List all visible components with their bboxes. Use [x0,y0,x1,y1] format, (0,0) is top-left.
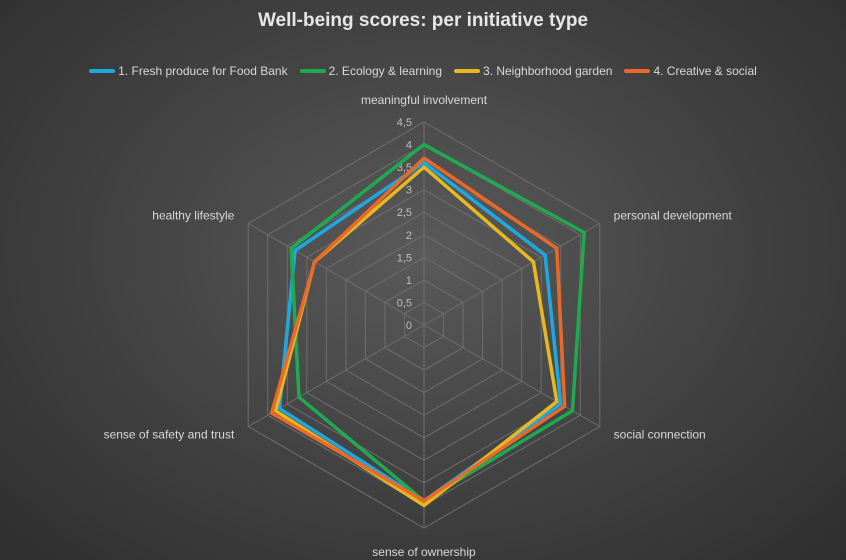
tick-label: 2 [406,230,412,242]
axis-label: sense of safety and trust [104,428,235,442]
legend-swatch [624,69,651,73]
tick-label: 0 [406,320,412,332]
chart-title: Well-being scores: per initiative type [257,10,589,31]
axis-label: meaningful involvement [361,93,488,107]
axis-label: healthy lifestyle [152,209,234,223]
legend-label: 2. Ecology & learning [328,64,442,78]
axis-label: personal development [614,209,733,223]
axis-spoke [247,223,425,326]
tick-label: 1,5 [397,252,412,264]
legend-item: 4. Creative & social [624,64,757,78]
series-line [277,160,563,503]
axis-label: sense of ownership [372,545,476,559]
legend-swatch [299,69,326,73]
legend-item: 3. Neighborhood garden [454,64,612,78]
legend-label: 4. Creative & social [653,64,757,78]
legend-label: 3. Neighborhood garden [483,64,613,78]
tick-label: 1 [406,275,412,287]
chart-legend: 1. Fresh produce for Food Bank 2. Ecolog… [0,64,846,78]
tick-label: 3 [406,185,412,197]
axis-spoke [423,324,601,427]
legend-item: 1. Fresh produce for Food Bank [89,64,288,78]
axis-label: social connection [614,428,706,442]
series-line [269,156,567,503]
tick-label: 4 [406,140,412,152]
legend-swatch [454,69,480,73]
tick-label: 4,5 [397,117,412,129]
legend-label: 1. Fresh produce for Food Bank [118,64,288,78]
tick-label: 2,5 [397,207,412,219]
axis-spoke [423,223,601,326]
legend-item: 2. Ecology & learning [299,64,442,78]
legend-swatch [89,69,116,73]
tick-label: 0,5 [397,297,412,309]
